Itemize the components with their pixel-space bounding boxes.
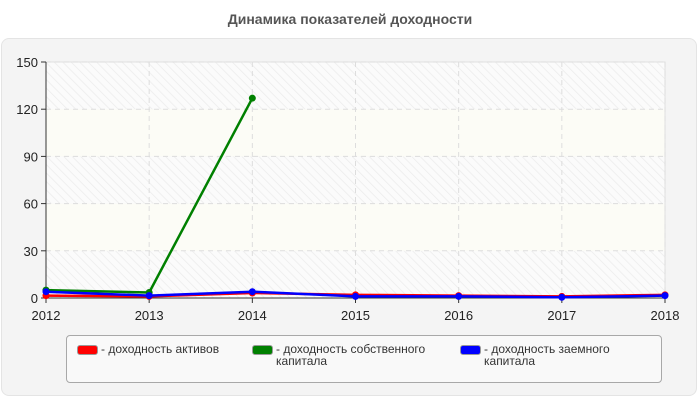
svg-text:2016: 2016	[444, 308, 473, 323]
svg-text:2018: 2018	[651, 308, 680, 323]
legend-label: - доходность собственного капитала	[276, 342, 426, 368]
svg-text:2015: 2015	[341, 308, 370, 323]
legend-item-debt[interactable]: - доходность заемного капитала	[460, 343, 610, 367]
svg-text:90: 90	[24, 149, 38, 164]
legend-swatch-red	[77, 345, 98, 355]
svg-text:120: 120	[16, 102, 38, 117]
svg-text:2012: 2012	[32, 308, 61, 323]
legend: - доходность активов - доходность собств…	[66, 335, 662, 383]
legend-swatch-green	[252, 345, 273, 355]
svg-text:60: 60	[24, 197, 38, 212]
legend-item-assets[interactable]: - доходность активов	[77, 343, 219, 355]
series-lines	[42, 94, 669, 301]
gridlines	[46, 61, 666, 298]
legend-item-equity[interactable]: - доходность собственного капитала	[252, 343, 425, 367]
legend-label: - доходность активов	[101, 342, 220, 356]
svg-text:30: 30	[24, 244, 38, 259]
svg-text:150: 150	[16, 55, 38, 70]
legend-label: - доходность заемного капитала	[484, 342, 610, 368]
svg-text:2017: 2017	[547, 308, 576, 323]
chart-title: Динамика показателей доходности	[227, 11, 473, 27]
legend-swatch-blue	[460, 345, 481, 355]
svg-text:2014: 2014	[238, 308, 267, 323]
svg-text:2013: 2013	[135, 308, 164, 323]
svg-text:0: 0	[31, 291, 38, 306]
axes: 0 30 60 90 120 150 2012 2013 2014 2015 2016 2017 201…	[16, 55, 679, 323]
